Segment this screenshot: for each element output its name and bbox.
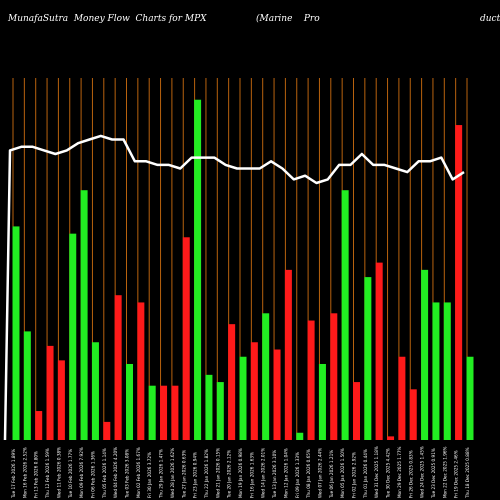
bar-wed-14-jan-2026 xyxy=(262,313,270,440)
x-tick-label: Fri 13 Feb 2026 0.80% xyxy=(34,451,39,498)
x-tick-label: Wed 14 Jan 2026 2.01% xyxy=(261,448,266,498)
x-tick-label: Thu 05 Feb 2026 1.14% xyxy=(102,448,107,499)
bar-thu-12-feb-2026 xyxy=(46,345,54,440)
bar-mon-22-dec-2025 xyxy=(443,302,451,440)
bar-mon-09-feb-2026 xyxy=(80,190,88,440)
x-tick-label: Tue 13 Jan 2026 3.10% xyxy=(272,450,277,499)
x-tick-label: Fri 16 Jan 2026 1.63% xyxy=(249,452,254,498)
bar-mon-29-dec-2025 xyxy=(398,356,406,440)
x-tick-label: Fri 23 Jan 2026 0.94% xyxy=(193,452,198,498)
bar-thu-01-jan-2026 xyxy=(364,277,372,440)
bar-tue-20-jan-2026 xyxy=(228,324,236,440)
bar-tue-30-dec-2025 xyxy=(387,436,395,440)
bar-fri-16-jan-2026 xyxy=(250,342,258,440)
bar-tue-03-feb-2026 xyxy=(126,363,133,440)
x-tick-label: Mon 19 Jan 2026 0.98% xyxy=(238,448,243,498)
x-tick-label: Tue 30 Dec 2025 4.42% xyxy=(386,448,391,499)
x-tick-label: Thu 29 Jan 2026 1.47% xyxy=(159,449,164,499)
bar-thu-05-feb-2026 xyxy=(103,421,111,440)
flow-line-series xyxy=(3,134,465,441)
x-tick-label: Wed 04 Feb 2026 4.20% xyxy=(113,447,118,498)
x-tick-label: Fri 30 Jan 2026 3.72% xyxy=(147,452,152,498)
x-tick-label: Mon 16 Feb 2026 2.52% xyxy=(22,447,27,498)
bar-mon-12-jan-2026 xyxy=(284,269,292,440)
bar-tue-06-jan-2026 xyxy=(330,313,338,440)
bar-thu-22-jan-2026 xyxy=(205,374,213,440)
flow-line xyxy=(3,134,465,441)
x-tick-label: Tue 17 Feb 2026 1.89% xyxy=(11,449,16,499)
x-tick-label: Mon 12 Jan 2026 1.04% xyxy=(283,448,288,498)
bar-fri-13-feb-2026 xyxy=(35,411,43,440)
bar-fri-06-feb-2026 xyxy=(91,342,99,440)
x-tick-label: Thu 08 Jan 2026 0.65% xyxy=(306,449,311,499)
x-tick-label: Mon 29 Dec 2025 1.77% xyxy=(397,446,402,498)
bar-tue-27-jan-2026 xyxy=(182,237,190,440)
bar-fri-30-jan-2026 xyxy=(148,385,156,440)
x-tick-label: Mon 09 Feb 2026 7.92% xyxy=(79,447,84,498)
bar-thu-08-jan-2026 xyxy=(307,320,315,440)
x-tick-label: Wed 31 Dec 2025 1.18% xyxy=(374,446,379,498)
bar-tue-17-feb-2026 xyxy=(12,226,20,440)
bar-tue-23-dec-2025 xyxy=(432,302,440,440)
bar-wed-07-jan-2026 xyxy=(318,363,326,440)
x-tick-label: Mon 22 Dec 2025 1.96% xyxy=(442,446,447,498)
bar-thu-29-jan-2026 xyxy=(160,385,168,440)
bar-fri-23-jan-2026 xyxy=(194,99,202,440)
x-tick-label: Tue 20 Jan 2026 2.12% xyxy=(227,450,232,499)
x-tick-label: Fri 19 Dec 2025 2.46% xyxy=(454,450,459,498)
x-tick-label: Tue 10 Feb 2026 1.77% xyxy=(68,449,73,499)
bar-fri-09-jan-2026 xyxy=(296,432,304,440)
x-tick-label: Fri 02 Jan 2026 2.92% xyxy=(352,452,357,498)
bar-wed-28-jan-2026 xyxy=(171,385,179,440)
x-tick-label: Thu 18 Dec 2025 0.88% xyxy=(465,447,470,499)
x-tick-label: Wed 21 Jan 2026 0.15% xyxy=(215,448,220,498)
bar-series xyxy=(12,99,474,440)
x-tick-label: Thu 22 Jan 2026 1.82% xyxy=(204,449,209,499)
x-tick-label: Fri 06 Feb 2026 1.36% xyxy=(90,451,95,498)
bar-fri-26-dec-2025 xyxy=(409,389,417,440)
x-tick-label: Thu 12 Feb 2026 1.59% xyxy=(45,448,50,499)
chart-title-company: (Marine Pro xyxy=(256,14,320,24)
x-tick-label: Tue 27 Jan 2026 0.63% xyxy=(181,450,186,499)
x-tick-label: Tue 03 Feb 2026 3.08% xyxy=(125,449,130,499)
x-tick-label: Fri 09 Jan 2026 1.33% xyxy=(295,452,300,498)
x-axis-tick-labels: Tue 17 Feb 2026 1.89% Mon 16 Feb 2026 2.5… xyxy=(11,446,470,499)
x-tick-label: Wed 24 Dec 2025 1.45% xyxy=(420,446,425,498)
bar-wed-21-jan-2026 xyxy=(216,382,224,440)
bar-wed-24-dec-2025 xyxy=(421,269,429,440)
bar-thu-18-dec-2025 xyxy=(466,356,474,440)
bar-mon-16-feb-2026 xyxy=(23,331,31,440)
x-tick-label: Wed 11 Feb 2026 0.38% xyxy=(56,447,61,498)
x-tick-label: Tue 23 Dec 2025 0.91% xyxy=(431,448,436,499)
x-tick-label: Wed 28 Jan 2026 1.62% xyxy=(170,448,175,498)
x-tick-label: Thu 01 Jan 2026 0.44% xyxy=(363,449,368,499)
bar-mon-19-jan-2026 xyxy=(239,356,247,440)
bar-wed-31-dec-2025 xyxy=(375,262,383,440)
x-tick-label: Wed 07 Jan 2026 2.44% xyxy=(317,448,322,498)
bar-mon-05-jan-2026 xyxy=(341,190,349,440)
x-tick-label: Tue 06 Jan 2026 1.21% xyxy=(329,450,334,499)
x-tick-label: Mon 02 Feb 2026 1.67% xyxy=(136,447,141,498)
x-tick-label: Mon 05 Jan 2026 1.50% xyxy=(340,448,345,498)
bar-wed-04-feb-2026 xyxy=(114,295,122,440)
x-tick-label: Fri 26 Dec 2025 0.83% xyxy=(408,450,413,498)
chart-title-company-suffix: ducts xyxy=(480,14,500,24)
bar-fri-02-jan-2026 xyxy=(353,382,360,440)
bar-wed-11-feb-2026 xyxy=(57,360,65,440)
bar-tue-10-feb-2026 xyxy=(69,233,77,440)
chart-title: MunafaSutra Money Flow Charts for MPX xyxy=(8,14,207,24)
bar-mon-02-feb-2026 xyxy=(137,302,145,440)
bar-fri-19-dec-2025 xyxy=(455,125,463,440)
bar-tue-13-jan-2026 xyxy=(273,349,281,440)
